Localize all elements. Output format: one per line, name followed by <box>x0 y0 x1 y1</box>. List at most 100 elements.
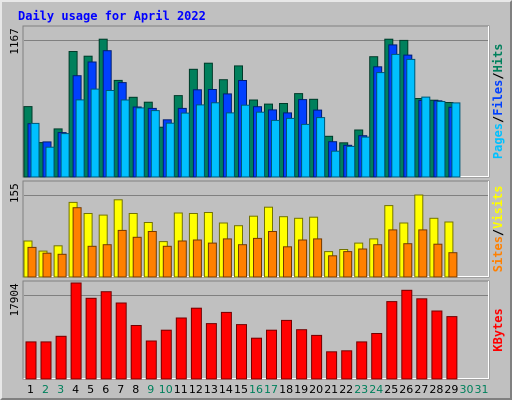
bar-visits-sites-2 <box>42 252 52 278</box>
bar-hits-pages-4 <box>75 99 85 178</box>
bar-hits-pages-16 <box>256 111 265 178</box>
bar-kbytes-kbytes-20 <box>311 334 323 380</box>
x-tick-label-12: 12 <box>189 383 203 396</box>
bar-kbytes-kbytes-9 <box>145 340 157 380</box>
bar-hits-pages-23 <box>361 136 371 178</box>
bar-visits-sites-15 <box>238 244 247 278</box>
x-tick-label-11: 11 <box>174 383 188 396</box>
bar-hits-pages-8 <box>135 107 145 178</box>
bar-hits-pages-5 <box>90 88 100 178</box>
bar-hits-pages-10 <box>165 122 175 178</box>
x-tick-label-2: 2 <box>42 383 49 396</box>
bar-visits-sites-25 <box>388 229 398 278</box>
bar-kbytes-kbytes-27 <box>416 298 428 380</box>
x-tick-label-13: 13 <box>204 383 218 396</box>
bar-kbytes-kbytes-8 <box>130 325 142 380</box>
x-tick-label-6: 6 <box>102 383 109 396</box>
x-tick-label-3: 3 <box>57 383 64 396</box>
bar-hits-pages-27 <box>421 96 431 178</box>
bar-hits-pages-20 <box>316 117 326 178</box>
y-max-label-kbytes: 17904 <box>8 283 21 316</box>
axis-title-part-sites: Sites <box>491 236 505 272</box>
bar-hits-pages-19 <box>301 123 311 178</box>
bar-visits-sites-11 <box>177 240 187 278</box>
bar-kbytes-kbytes-6 <box>100 291 112 380</box>
bar-kbytes-kbytes-26 <box>401 289 413 380</box>
bar-visits-sites-21 <box>328 255 338 278</box>
bar-kbytes-kbytes-4 <box>70 282 82 380</box>
bar-visits-sites-10 <box>162 245 172 278</box>
bar-visits-sites-3 <box>57 253 67 278</box>
bar-visits-sites-4 <box>72 207 82 278</box>
chart-title: Daily usage for April 2022 <box>18 9 206 23</box>
axis-title-part-hits: Hits <box>491 43 505 72</box>
axis-title-part-files: Files <box>491 80 505 116</box>
bar-kbytes-kbytes-23 <box>356 341 368 380</box>
bar-kbytes-kbytes-13 <box>205 323 217 380</box>
bar-kbytes-kbytes-1 <box>25 341 37 380</box>
x-tick-label-30: 30 <box>460 383 474 396</box>
bar-kbytes-kbytes-3 <box>55 335 67 380</box>
y-max-label-visits: 155 <box>8 183 21 203</box>
x-tick-label-16: 16 <box>249 383 263 396</box>
bar-kbytes-kbytes-28 <box>431 310 443 380</box>
bar-visits-sites-16 <box>253 237 262 278</box>
axis-title-part-pages: Pages <box>491 123 505 159</box>
bar-hits-pages-14 <box>225 112 235 178</box>
bar-hits-pages-17 <box>271 119 280 178</box>
bar-kbytes-kbytes-16 <box>251 337 262 380</box>
bar-hits-pages-28 <box>436 101 446 178</box>
bar-visits-sites-28 <box>433 243 443 278</box>
x-tick-label-28: 28 <box>429 383 443 396</box>
bar-visits-sites-13 <box>207 242 217 278</box>
bar-hits-pages-21 <box>331 150 341 178</box>
x-tick-label-14: 14 <box>219 383 233 396</box>
bar-hits-pages-13 <box>210 102 220 178</box>
bar-hits-pages-12 <box>195 104 205 178</box>
bar-visits-sites-19 <box>298 239 308 278</box>
bar-hits-pages-7 <box>120 99 130 178</box>
x-tick-label-18: 18 <box>279 383 293 396</box>
x-tick-label-19: 19 <box>294 383 308 396</box>
bar-visits-sites-12 <box>192 239 202 278</box>
bar-kbytes-kbytes-25 <box>386 301 398 380</box>
bar-visits-sites-27 <box>418 229 428 278</box>
x-tick-label-31: 31 <box>475 383 489 396</box>
x-tick-label-25: 25 <box>384 383 398 396</box>
bar-kbytes-kbytes-10 <box>160 329 172 380</box>
bar-kbytes-kbytes-7 <box>115 302 127 380</box>
x-tick-label-17: 17 <box>264 383 278 396</box>
axis-title-visits: Sites/Visits <box>491 185 505 272</box>
x-tick-label-24: 24 <box>369 383 383 396</box>
bar-visits-sites-20 <box>313 238 323 278</box>
bar-kbytes-kbytes-15 <box>236 324 247 380</box>
bar-visits-sites-7 <box>117 229 127 278</box>
bar-kbytes-kbytes-11 <box>175 317 187 380</box>
axis-title-separator: / <box>491 229 505 236</box>
bar-kbytes-kbytes-2 <box>40 341 52 380</box>
bar-visits-sites-26 <box>403 243 413 278</box>
bar-visits-sites-18 <box>283 246 292 278</box>
bar-visits-sites-9 <box>147 231 157 278</box>
bar-kbytes-kbytes-21 <box>326 351 338 380</box>
bar-hits-pages-6 <box>105 90 115 178</box>
x-tick-label-23: 23 <box>354 383 368 396</box>
x-tick-label-22: 22 <box>339 383 353 396</box>
bar-visits-sites-22 <box>343 251 353 278</box>
bar-kbytes-kbytes-12 <box>190 307 202 380</box>
x-tick-label-8: 8 <box>132 383 139 396</box>
bar-hits-pages-9 <box>150 110 160 178</box>
axis-title-separator: / <box>491 72 505 79</box>
bar-hits-pages-25 <box>391 53 401 178</box>
bar-visits-sites-17 <box>268 231 277 278</box>
axis-title-part-kbytes: KBytes <box>491 308 505 351</box>
bar-hits-pages-26 <box>406 58 416 178</box>
bar-visits-sites-5 <box>87 245 97 278</box>
x-tick-label-29: 29 <box>444 383 458 396</box>
x-tick-label-1: 1 <box>27 383 34 396</box>
y-max-label-hits: 1167 <box>8 28 21 55</box>
bar-hits-pages-15 <box>241 104 250 178</box>
bar-hits-pages-11 <box>180 112 190 178</box>
x-tick-label-27: 27 <box>414 383 428 396</box>
